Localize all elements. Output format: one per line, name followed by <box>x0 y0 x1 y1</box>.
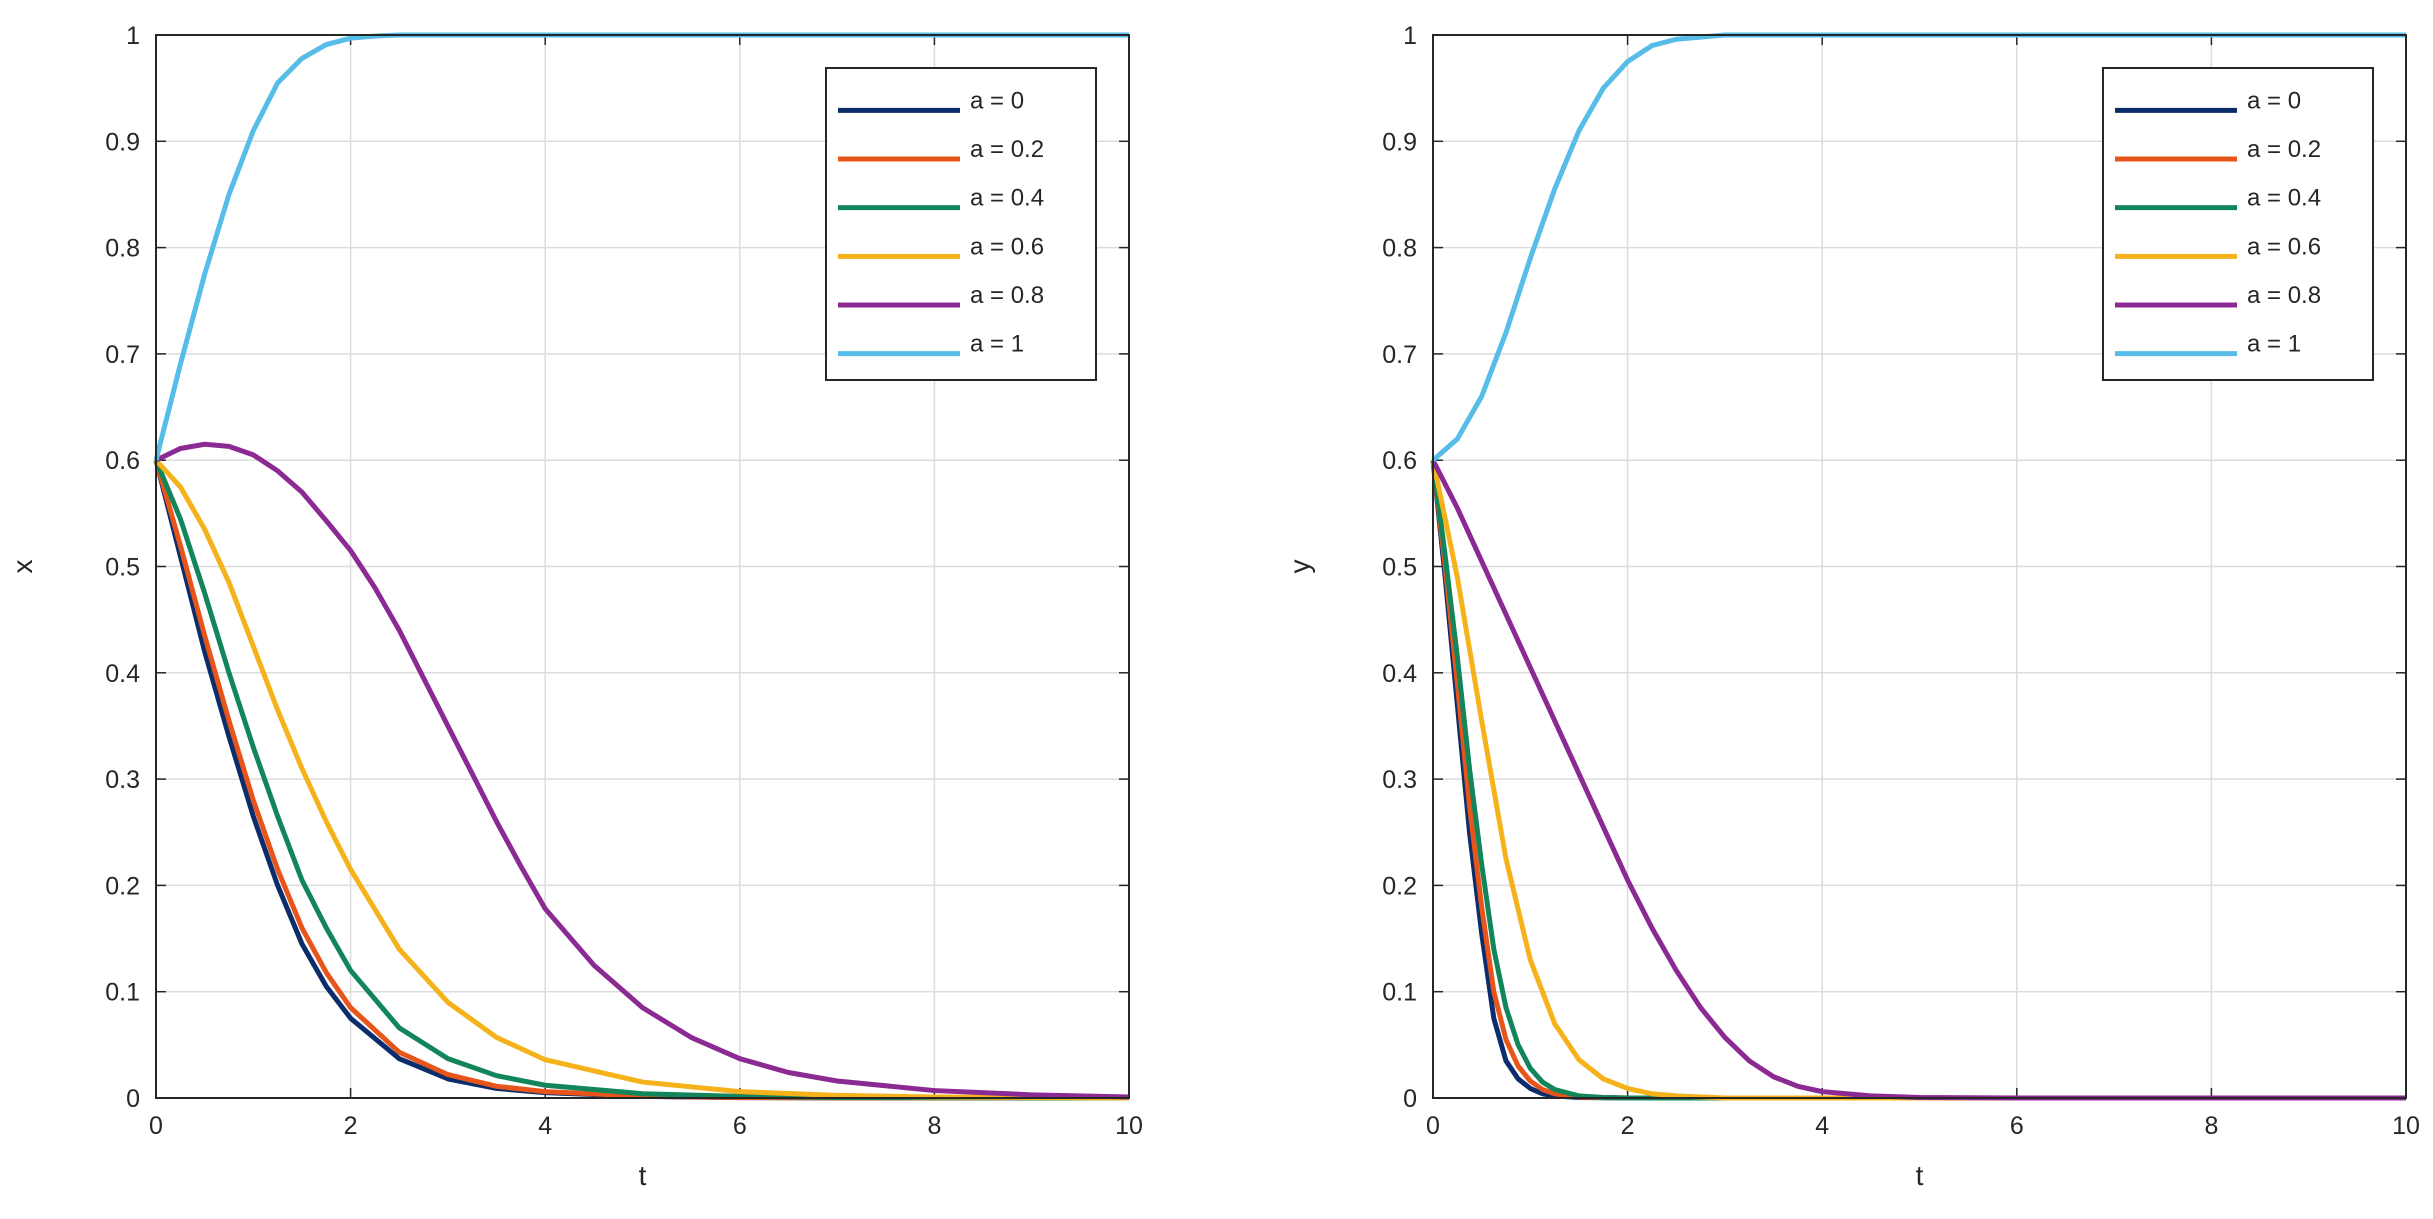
legend-label: a = 0.4 <box>2247 185 2321 212</box>
y-tick-label: 0.4 <box>1382 660 1417 688</box>
y-tick-label: 0.7 <box>105 341 140 369</box>
legend-label: a = 0.2 <box>970 136 1044 163</box>
x-tick-label: 8 <box>927 1112 941 1140</box>
y-tick-label: 0.5 <box>105 554 140 582</box>
series-line-a-0-8 <box>1430 459 2406 1101</box>
y-axis-label: y <box>1284 560 1315 574</box>
axes-frame <box>155 34 1130 1099</box>
y-tick-label: 0.7 <box>1382 341 1417 369</box>
y-tick-label: 0.1 <box>105 979 140 1007</box>
series-line-a-0-4 <box>1430 459 2406 1101</box>
legend-label: a = 0.6 <box>970 233 1044 260</box>
legend-label: a = 0 <box>970 87 1024 114</box>
series-line-a-0-6 <box>1430 459 2406 1101</box>
series-line-a-0-4 <box>153 459 1130 1101</box>
y-tick-label: 1 <box>1403 22 1417 50</box>
legend-label: a = 0 <box>2247 87 2301 114</box>
chart-panel-1: 0 2 4 6 8 10 0 0.1 0.2 0.3 0.4 0.5 0.6 0.7 0.8 0.9 1 t x a … <box>7 22 1143 1191</box>
legend: a = 0 a = 0.2 a = 0.4 a = 0.6 a = 0.8 a = 1 <box>2102 67 2374 381</box>
x-tick-label: 10 <box>1115 1112 1143 1140</box>
y-tick-label: 0.3 <box>1382 766 1417 794</box>
x-tick-label: 6 <box>733 1112 747 1140</box>
chart-panel-2: 0 2 4 6 8 10 0 0.1 0.2 0.3 0.4 0.5 0.6 0.7 0.8 0.9 1 t y a … <box>1284 22 2420 1191</box>
y-tick-label: 0.8 <box>105 235 140 263</box>
x-tick-label: 4 <box>1815 1112 1829 1140</box>
legend-box <box>825 67 1097 381</box>
x-tick-label: 2 <box>344 1112 358 1140</box>
y-axis-label: x <box>7 560 38 574</box>
y-tick-label: 0.9 <box>1382 128 1417 156</box>
x-tick-label: 6 <box>2010 1112 2024 1140</box>
y-tick-label: 0.3 <box>105 766 140 794</box>
y-tick-label: 0.5 <box>1382 554 1417 582</box>
legend-label: a = 0.8 <box>2247 282 2321 309</box>
legend: a = 0 a = 0.2 a = 0.4 a = 0.6 a = 0.8 a = 1 <box>825 67 1097 381</box>
y-tick-label: 0.6 <box>1382 447 1417 475</box>
y-tick-label: 0.2 <box>1382 872 1417 900</box>
y-tick-label: 0.6 <box>105 447 140 475</box>
legend-label: a = 0.4 <box>970 185 1044 212</box>
y-tick-label: 0 <box>1403 1085 1417 1113</box>
legend-label: a = 1 <box>970 331 1024 358</box>
x-tick-label: 4 <box>538 1112 552 1140</box>
x-axis-label: t <box>639 1160 647 1191</box>
legend-label: a = 0.2 <box>2247 136 2321 163</box>
x-tick-label: 0 <box>149 1112 163 1140</box>
legend-label: a = 1 <box>2247 331 2301 358</box>
x-tick-label: 10 <box>2392 1112 2420 1140</box>
y-tick-label: 0 <box>126 1085 140 1113</box>
y-tick-label: 1 <box>126 22 140 50</box>
series-line-a-0-8 <box>154 441 1130 1100</box>
series-line-a-0-6 <box>154 458 1130 1101</box>
legend-box <box>2102 67 2374 381</box>
y-tick-label: 0.2 <box>105 872 140 900</box>
legend-label: a = 0.8 <box>970 282 1044 309</box>
x-tick-label: 0 <box>1426 1112 1440 1140</box>
y-tick-label: 0.4 <box>105 660 140 688</box>
legend-label: a = 0.6 <box>2247 233 2321 260</box>
x-axis-label: t <box>1916 1160 1924 1191</box>
y-tick-label: 0.8 <box>1382 235 1417 263</box>
y-tick-label: 0.1 <box>1382 979 1417 1007</box>
x-tick-label: 8 <box>2204 1112 2218 1140</box>
x-tick-label: 2 <box>1621 1112 1635 1140</box>
y-tick-label: 0.9 <box>105 128 140 156</box>
axes-frame <box>1432 34 2407 1099</box>
